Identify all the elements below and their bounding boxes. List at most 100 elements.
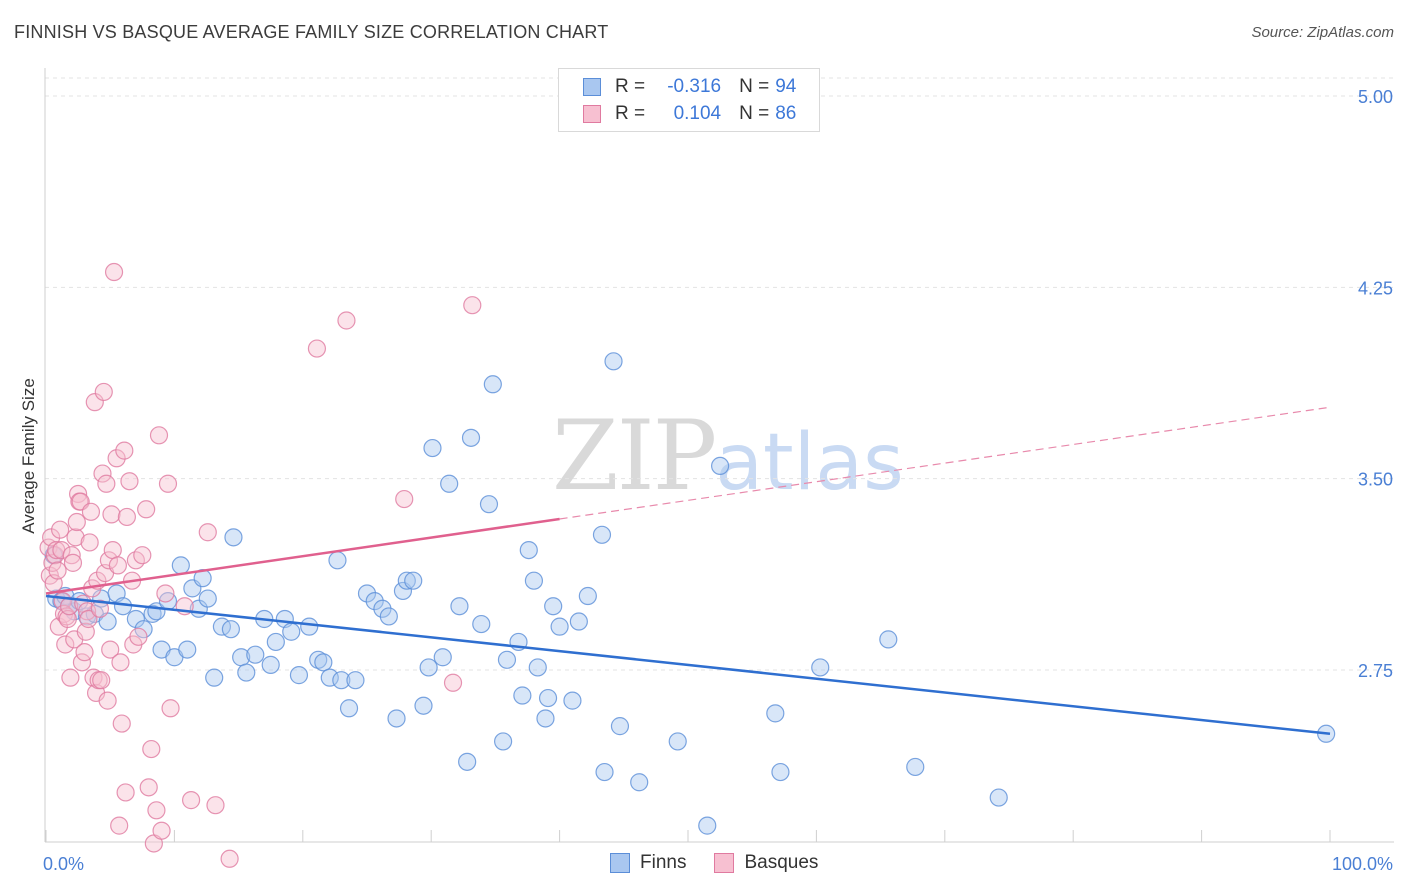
point-basques	[152, 821, 171, 840]
point-basques	[307, 339, 327, 358]
point-basques	[85, 393, 104, 412]
point-finns	[483, 375, 502, 394]
point-basques	[97, 474, 116, 493]
point-finns	[309, 650, 328, 669]
legend-swatch-finns	[610, 853, 630, 873]
point-finns	[479, 495, 499, 514]
point-finns	[472, 614, 491, 634]
legend-row-finns: R = -0.316 N = 94	[583, 75, 796, 99]
point-finns	[397, 571, 416, 590]
legend-item-finns[interactable]: Finns	[610, 852, 686, 874]
x-tick-label-end: 100.0%	[1332, 854, 1393, 874]
point-finns	[423, 438, 442, 458]
trend-line-finns	[45, 594, 1331, 736]
y-tick-label: 2.75	[1358, 661, 1393, 681]
point-basques	[80, 533, 99, 552]
legend-label-finns: Finns	[640, 852, 687, 873]
point-finns	[221, 620, 240, 639]
point-basques	[92, 671, 111, 690]
point-finns	[550, 617, 569, 636]
point-finns	[668, 732, 687, 751]
point-finns	[171, 556, 190, 575]
axis-labels: 2.75 3.50 4.25 5.00 0.0% 100.0% Average Family…	[19, 87, 1393, 874]
grid-lines	[45, 77, 1394, 671]
point-basques	[443, 673, 463, 692]
legend-swatch-basques	[714, 853, 735, 873]
data-points	[39, 262, 1336, 868]
point-finns	[289, 666, 309, 685]
point-basques	[156, 584, 175, 603]
legend-n-value: 94	[775, 76, 797, 97]
point-finns	[414, 696, 433, 715]
point-finns	[604, 352, 623, 371]
point-basques	[66, 528, 85, 547]
point-finns	[563, 691, 582, 710]
point-basques	[51, 520, 70, 539]
point-basques	[52, 540, 71, 560]
point-finns	[536, 709, 555, 728]
point-basques	[395, 489, 414, 509]
point-finns	[578, 586, 597, 606]
point-finns	[237, 663, 256, 682]
point-basques	[139, 778, 158, 797]
point-basques	[117, 507, 136, 527]
point-basques	[107, 449, 126, 468]
point-finns	[126, 609, 145, 629]
point-finns	[339, 699, 359, 718]
point-finns	[544, 597, 563, 616]
point-finns	[528, 658, 547, 677]
point-finns	[538, 688, 558, 708]
point-basques	[99, 551, 119, 570]
point-basques	[48, 561, 67, 580]
watermark-atlas: atlas	[715, 418, 904, 508]
point-finns	[461, 428, 481, 447]
point-basques	[220, 849, 239, 868]
point-basques	[81, 502, 101, 521]
point-finns	[595, 762, 614, 782]
point-basques	[79, 609, 98, 629]
point-finns	[698, 816, 717, 835]
point-finns	[524, 571, 544, 590]
point-basques	[161, 699, 180, 718]
point-basques	[94, 382, 113, 402]
watermark-zip: ZIP	[552, 400, 717, 512]
y-axis-label: Average Family Size	[19, 378, 38, 534]
point-finns	[630, 773, 649, 792]
legend-n-label: N =	[739, 76, 770, 97]
legend-row-basques: R = 0.104 N = 86	[583, 102, 796, 126]
point-basques	[98, 691, 117, 710]
point-finns	[989, 788, 1008, 807]
legend-swatch-basques	[583, 105, 601, 123]
point-basques	[103, 540, 122, 560]
point-basques	[90, 599, 110, 618]
trend-line-basques	[45, 517, 560, 595]
point-basques	[56, 635, 75, 654]
legend-item-basques[interactable]: Basques	[714, 852, 818, 874]
point-basques	[116, 783, 135, 802]
point-finns	[519, 540, 538, 560]
point-finns	[811, 658, 830, 677]
point-finns	[224, 528, 243, 547]
correlation-legend: R = -0.316 N = 94 R = 0.104 N = 86	[558, 68, 820, 132]
point-finns	[328, 551, 347, 570]
point-basques	[181, 791, 201, 810]
point-finns	[458, 752, 477, 771]
source-label: Source: ZipAtlas.com	[1251, 24, 1394, 41]
point-basques	[337, 311, 356, 330]
point-basques	[63, 553, 83, 572]
point-finns	[419, 658, 438, 677]
point-basques	[111, 653, 130, 672]
y-tick-label: 4.25	[1358, 278, 1393, 298]
point-basques	[198, 523, 217, 542]
watermark: ZIPatlas	[552, 400, 904, 512]
trend-lines	[45, 406, 1331, 736]
point-finns	[282, 622, 301, 641]
legend-n-label: N =	[739, 103, 770, 124]
axes	[44, 68, 1394, 843]
point-finns	[300, 617, 319, 636]
point-basques	[110, 816, 129, 835]
trend-line-basques-extension	[559, 406, 1331, 520]
point-finns	[766, 704, 785, 723]
point-finns	[332, 671, 351, 690]
